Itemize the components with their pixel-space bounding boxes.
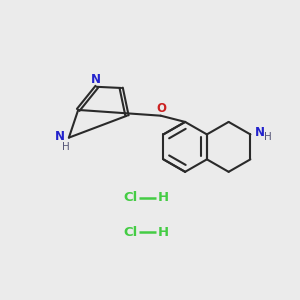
- Text: H: H: [264, 132, 272, 142]
- Text: N: N: [55, 130, 65, 143]
- Text: Cl: Cl: [123, 191, 138, 204]
- Text: O: O: [156, 102, 167, 115]
- Text: N: N: [255, 126, 265, 139]
- Text: N: N: [91, 73, 100, 86]
- Text: Cl: Cl: [123, 226, 138, 239]
- Text: H: H: [158, 226, 169, 239]
- Text: H: H: [62, 142, 70, 152]
- Text: H: H: [158, 191, 169, 204]
